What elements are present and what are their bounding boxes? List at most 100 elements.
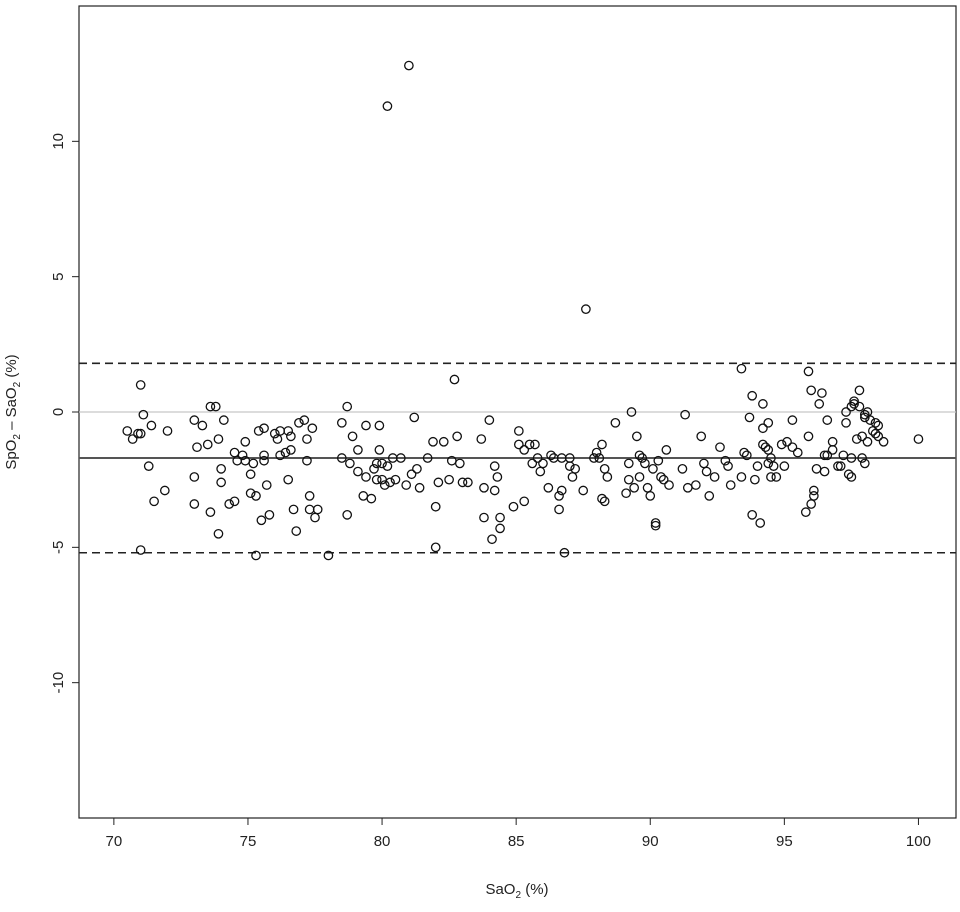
data-point (859, 409, 870, 420)
data-point (138, 409, 149, 420)
data-point (859, 458, 870, 469)
x-tick-label: 70 (106, 833, 123, 850)
data-point (873, 431, 884, 442)
data-point (581, 304, 591, 314)
data-point (532, 453, 543, 463)
data-point (143, 461, 154, 471)
data-point (782, 436, 792, 447)
data-point (192, 442, 202, 453)
data-point (463, 477, 473, 488)
data-point (205, 507, 216, 517)
data-point (283, 426, 294, 436)
data-point (530, 439, 540, 450)
data-point (846, 472, 857, 482)
data-point (763, 417, 774, 428)
data-point (476, 434, 487, 444)
data-point (422, 453, 433, 463)
data-point (361, 420, 371, 431)
data-point (189, 472, 200, 482)
data-point (554, 491, 564, 501)
data-point (814, 399, 825, 409)
data-point (779, 461, 790, 471)
data-point (288, 504, 299, 515)
data-point (720, 455, 731, 466)
data-point (752, 461, 763, 471)
data-point (854, 385, 865, 396)
data-point (857, 453, 867, 463)
data-point (259, 450, 269, 461)
data-point (489, 461, 500, 471)
data-point (487, 534, 497, 545)
data-point (849, 399, 859, 409)
data-point (251, 491, 261, 501)
data-point (484, 415, 495, 425)
data-point (564, 461, 575, 471)
data-point (656, 472, 666, 482)
data-point (454, 458, 465, 469)
data-point (849, 396, 859, 407)
data-point (135, 428, 146, 439)
data-point (589, 453, 599, 463)
data-point (430, 542, 441, 553)
data-point (299, 415, 310, 425)
data-point (229, 496, 240, 507)
data-point (755, 518, 766, 528)
data-point (414, 482, 425, 493)
data-point (237, 450, 248, 461)
data-point (377, 458, 387, 469)
data-point (374, 420, 385, 431)
data-point (758, 399, 768, 409)
data-point (554, 504, 564, 515)
data-point (395, 453, 406, 463)
data-point (768, 461, 779, 471)
data-point (205, 401, 216, 412)
data-point (286, 445, 296, 455)
data-point (256, 515, 267, 526)
data-point (543, 482, 554, 493)
y-tick-label: -10 (50, 672, 67, 694)
data-point (245, 488, 256, 499)
data-point (291, 526, 302, 536)
data-point (189, 499, 200, 509)
data-point (275, 450, 285, 461)
data-point (253, 426, 264, 436)
data-point (691, 480, 701, 490)
data-point (599, 496, 610, 507)
x-tick-label: 90 (642, 833, 659, 850)
y-axis: 10 5 0 -5 -10 (50, 133, 79, 694)
data-point (626, 407, 637, 417)
data-point (776, 439, 787, 450)
data-point (382, 461, 393, 471)
data-point (385, 477, 395, 488)
data-point (342, 401, 353, 412)
data-point (809, 491, 819, 501)
data-point (739, 447, 749, 458)
data-point (374, 445, 385, 455)
data-point (792, 447, 803, 458)
data-point (508, 501, 519, 512)
data-point (621, 488, 631, 499)
data-point (261, 480, 272, 490)
data-point (634, 472, 645, 482)
data-point (701, 466, 712, 477)
data-point (347, 431, 358, 442)
data-point (725, 480, 736, 490)
data-point (680, 409, 690, 420)
data-point (833, 461, 843, 471)
data-point (345, 458, 355, 469)
data-point (294, 417, 304, 428)
data-point (841, 407, 851, 417)
data-point (841, 417, 851, 428)
data-point (648, 463, 658, 474)
data-point (650, 520, 661, 531)
data-point (513, 426, 524, 436)
data-point (371, 474, 382, 485)
data-point (495, 512, 505, 523)
data-point (631, 431, 642, 442)
data-point (873, 420, 884, 431)
data-point (304, 491, 315, 501)
data-point (479, 482, 489, 493)
data-point (827, 445, 838, 455)
data-point (283, 474, 294, 485)
data-point (913, 434, 924, 444)
